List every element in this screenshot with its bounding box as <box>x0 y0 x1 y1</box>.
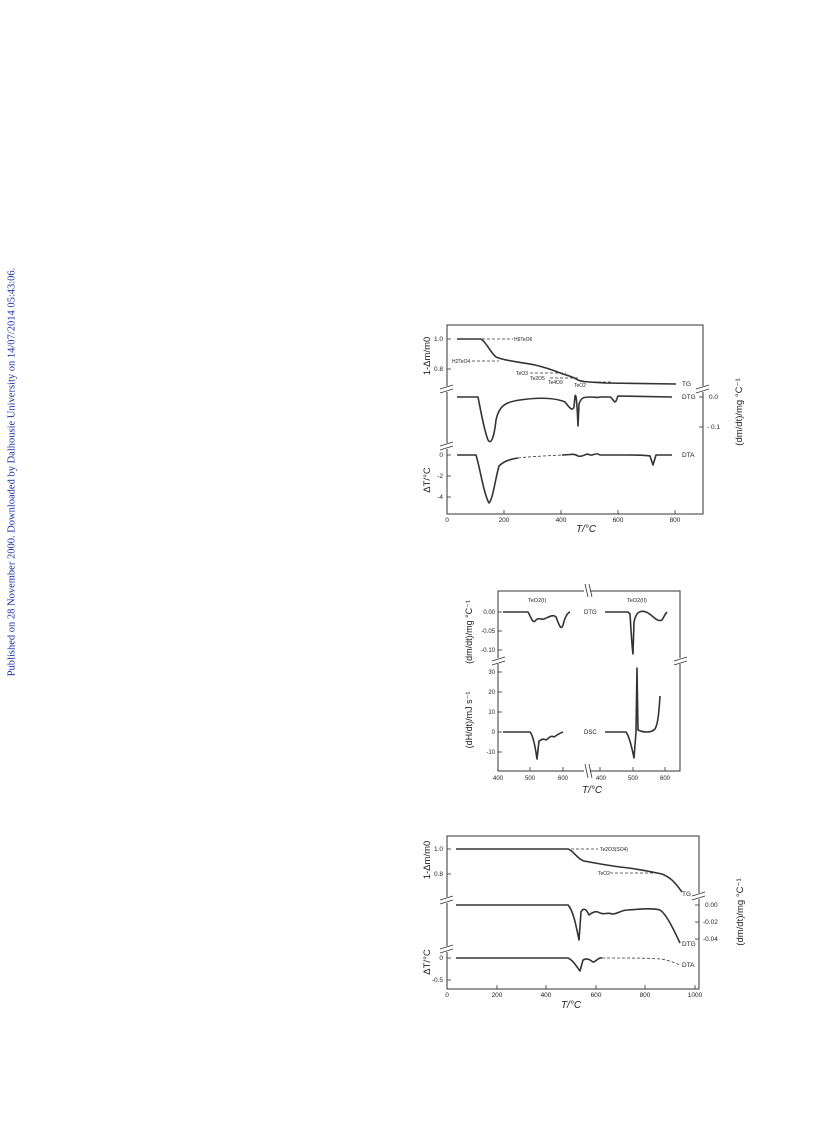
dta-curve <box>456 957 603 972</box>
x-tick-label: 400 <box>493 776 504 782</box>
tg-curve <box>456 848 683 893</box>
tg-axis-label: 1-Δm/m0 <box>422 337 433 376</box>
tg-tick-label: 0.8 <box>434 871 443 878</box>
x-tick-label: 200 <box>499 517 510 524</box>
dtg-axis-label: (dm/dt)/mg °C⁻¹ <box>464 600 474 664</box>
x-ticks <box>446 510 676 514</box>
x-tick-label: 800 <box>640 992 651 999</box>
dta-curve-dashed <box>601 957 681 966</box>
annotation-teo2: TeO2 <box>574 383 586 389</box>
axis-break-left <box>439 384 454 451</box>
dsc-tick-label: 30 <box>488 670 495 676</box>
figure-tg-dtg-dta-sulfate: 1.0 0.8 0 -0.5 0.00 -0.02 -0.04 1-Δm/m0 … <box>422 835 746 1011</box>
y-ticks <box>497 611 666 771</box>
plot-frame <box>446 835 700 990</box>
dta-curve-left <box>457 454 519 504</box>
dtg-ticks <box>699 396 703 428</box>
dsc-tick-label: 10 <box>488 710 495 716</box>
tg-tick-label: 1.0 <box>434 336 443 343</box>
x-tick-label: 800 <box>670 517 681 524</box>
dta-axis-label: ΔT/°C <box>422 949 433 975</box>
dtg-curve <box>456 904 681 944</box>
plot-frame <box>446 324 704 515</box>
dtg-tick-label: -0.10 <box>481 648 495 654</box>
x-axis-label: T/°C <box>576 524 597 535</box>
dtg-tick-label: 0.0 <box>709 394 718 401</box>
tg-tick-label: 1.0 <box>434 846 443 853</box>
dta-tick-label: -0.5 <box>432 977 444 984</box>
x-tick-label: 200 <box>492 992 503 999</box>
dtg-tick-label: 0.00 <box>705 902 718 909</box>
dtg-tick-label: -0.02 <box>703 919 718 926</box>
dtg-axis-label: (dm/dt)/mg °C⁻¹ <box>734 378 745 445</box>
tg-axis-label: 1-Δm/m0 <box>422 841 433 880</box>
dta-tick-label: 0 <box>439 452 443 459</box>
annotation-teo2: TeO2 <box>598 871 610 877</box>
dsc-curve-teo2-i <box>503 731 564 760</box>
dta-curve-dashed <box>517 454 563 459</box>
curve-label-tg: TG <box>682 891 691 898</box>
dtg-curve-teo2-i <box>503 611 571 629</box>
dsc-axis-label: (dH/dt)/mJ s⁻¹ <box>464 692 474 749</box>
curve-label-dta: DTA <box>682 452 695 459</box>
dtg-curve-teo2-ii <box>605 610 668 655</box>
x-tick-label: 500 <box>525 776 536 782</box>
panel-label-teo2-i: TeO2(I) <box>528 598 547 604</box>
dta-tick-label: -2 <box>437 473 443 480</box>
dta-tick-label: -4 <box>437 494 443 501</box>
dsc-tick-label: 20 <box>488 690 495 696</box>
x-axis-label: T/°C <box>582 785 603 796</box>
dtg-axis-label: (dm/dt)/mg °C⁻¹ <box>735 878 746 945</box>
tg-tick-label: 0.8 <box>434 366 443 373</box>
annotation-te4o9: Te4O9 <box>548 380 563 386</box>
dtg-tick-label: -0.05 <box>481 629 495 635</box>
publication-note-text: Published on 28 November 2000. Downloade… <box>6 267 18 677</box>
dsc-curve-teo2-ii <box>605 667 661 759</box>
x-tick-label: 400 <box>556 517 567 524</box>
dtg-tick-label: - 0.1 <box>707 424 720 431</box>
axis-breaks <box>439 891 706 954</box>
annotation-h2teo4: H2TeO4 <box>452 359 471 365</box>
ticks <box>446 848 699 989</box>
x-tick-label: 600 <box>613 517 624 524</box>
x-tick-label: 0 <box>445 992 449 999</box>
figure-dtg-dsc-teo2: 0.00 -0.05 -0.10 30 20 10 0 -10 (dm/dt)/… <box>464 583 688 796</box>
figure-tg-dtg-dta-telluric-acid: 0 200 400 600 800 T/°C 1.0 0.8 0 -2 -4 1… <box>422 324 745 535</box>
curve-label-tg: TG <box>682 381 691 388</box>
x-axis-label: T/°C <box>561 1000 582 1011</box>
publication-note: Published on 28 November 2000. Downloade… <box>2 266 22 678</box>
panel-label-teo2-ii: TeO2(II) <box>627 598 647 604</box>
x-tick-label: 600 <box>591 992 602 999</box>
dtg-tick-label: -0.04 <box>703 936 718 943</box>
axis-breaks <box>491 583 688 779</box>
x-tick-label: 400 <box>596 776 607 782</box>
curve-label-dtg: DTG <box>682 394 696 401</box>
dsc-tick-label: -10 <box>486 750 495 756</box>
plot-frame <box>497 590 681 772</box>
axis-break-right <box>695 384 710 394</box>
x-tick-label: 400 <box>541 992 552 999</box>
dsc-tick-label: 0 <box>492 730 496 736</box>
x-tick-label: 600 <box>558 776 569 782</box>
curve-label-dta: DTA <box>682 962 695 969</box>
dta-tick-label: 0 <box>439 955 443 962</box>
tg-curve <box>457 338 677 385</box>
annotation-teo3: TeO3 <box>516 371 528 377</box>
tg-ticks <box>447 338 451 498</box>
annotation-h6teo6: H6TeO6 <box>514 337 533 343</box>
dta-curve-right <box>561 453 672 466</box>
dtg-curve <box>457 394 673 443</box>
dta-axis-label: ΔT/°C <box>422 467 433 493</box>
x-tick-label: 0 <box>445 517 449 524</box>
curve-label-dtg: DTG <box>584 610 597 616</box>
annotation-te2o3-so4: Te2O3(SO4) <box>600 847 628 853</box>
curve-label-dtg: DTG <box>682 941 696 948</box>
annotation-te2o5: Te2O5 <box>530 376 545 382</box>
x-tick-label: 600 <box>660 776 671 782</box>
x-tick-label: 500 <box>628 776 639 782</box>
curve-label-dsc: DSC <box>584 730 597 736</box>
x-tick-label: 1000 <box>688 992 703 999</box>
dtg-tick-label: 0.00 <box>483 610 495 616</box>
